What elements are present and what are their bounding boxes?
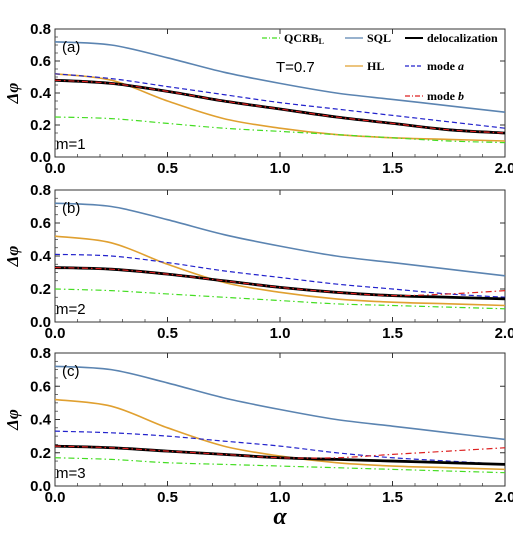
x-tick-label: 0.5 bbox=[157, 160, 178, 177]
y-tick-label: 0.4 bbox=[30, 85, 52, 102]
series-line-mode-b bbox=[54, 266, 506, 297]
series-line-mode-b bbox=[54, 79, 506, 134]
y-tick-label: 0.0 bbox=[30, 149, 51, 166]
legend-label: mode b bbox=[427, 89, 464, 103]
y-axis-label: Δφ bbox=[3, 246, 22, 268]
series-line-qcrb bbox=[54, 116, 506, 144]
chart-panel-1: 0.0 0.2 0.4 0.6 0.8 0.0 0.5 1.0 1.5 2.0 Δφ (a) m=1 T=… bbox=[3, 21, 513, 177]
x-tick-label: 1.0 bbox=[270, 489, 291, 506]
series-line-mode-a bbox=[54, 73, 506, 129]
m-value-label: m=2 bbox=[56, 301, 86, 318]
x-tick-label: 2.0 bbox=[495, 489, 513, 506]
series-line-mode-b bbox=[54, 445, 506, 459]
chart-panel-2: 0.0 0.2 0.4 0.6 0.8 0.0 0.5 1.0 1.5 2.0 Δφ (b) m=2 bbox=[3, 182, 513, 342]
y-axis-label: Δφ bbox=[3, 83, 22, 105]
series-line-mode-a bbox=[54, 430, 506, 465]
series-line-hl bbox=[54, 398, 506, 471]
y-tick-label: 0.8 bbox=[30, 345, 51, 362]
legend-label: delocalization bbox=[427, 31, 498, 45]
series-line-sql bbox=[54, 365, 506, 441]
panel-label: (c) bbox=[62, 363, 80, 380]
legend-label: QCRBL bbox=[284, 31, 324, 46]
y-tick-label: 0.6 bbox=[30, 215, 51, 232]
series-line-mode-a bbox=[54, 253, 506, 298]
y-axis-label: Δφ bbox=[3, 409, 22, 431]
y-tick-label: 0.2 bbox=[30, 445, 51, 462]
series-line-qcrb bbox=[54, 457, 506, 474]
m-value-label: m=3 bbox=[56, 465, 86, 482]
temperature-annotation: T=0.7 bbox=[276, 59, 315, 76]
y-tick-label: 0.8 bbox=[30, 21, 51, 38]
legend-label: mode a bbox=[427, 59, 464, 73]
x-tick-label: 1.0 bbox=[270, 325, 291, 342]
y-tick-label: 0.2 bbox=[30, 117, 51, 134]
x-tick-label: 1.5 bbox=[382, 489, 403, 506]
legend-italic: a bbox=[458, 59, 464, 73]
y-tick-label: 0.4 bbox=[30, 412, 52, 429]
series-line-hl bbox=[54, 235, 506, 307]
chart-panel-3: 0.0 0.2 0.4 0.6 0.8 0.0 0.5 1.0 1.5 2.0 Δφ (c) m=3 α bbox=[3, 345, 513, 530]
y-tick-label: 0.0 bbox=[30, 314, 51, 331]
y-tick-label: 0.4 bbox=[30, 248, 52, 265]
y-tick-label: 0.6 bbox=[30, 378, 51, 395]
x-tick-label: 0.5 bbox=[157, 489, 178, 506]
x-tick-label: 0.0 bbox=[45, 489, 66, 506]
x-axis-label: α bbox=[273, 504, 287, 530]
series-line-sql bbox=[54, 202, 506, 277]
legend-label: SQL bbox=[367, 31, 391, 45]
x-tick-label: 1.5 bbox=[382, 160, 403, 177]
legend-italic: b bbox=[458, 89, 464, 103]
x-tick-label: 1.5 bbox=[382, 325, 403, 342]
legend-subscript: L bbox=[319, 37, 324, 46]
x-tick-label: 2.0 bbox=[495, 160, 513, 177]
x-tick-label: 0.0 bbox=[45, 160, 66, 177]
legend-label: HL bbox=[367, 59, 384, 73]
x-tick-label: 0.5 bbox=[157, 325, 178, 342]
series-line-qcrb bbox=[54, 288, 506, 310]
y-tick-label: 0.2 bbox=[30, 281, 51, 298]
y-tick-label: 0.6 bbox=[30, 53, 51, 70]
panel-label: (b) bbox=[62, 200, 80, 217]
series-line-sql bbox=[54, 41, 506, 113]
legend: QCRBL SQL delocalization HL mode a mode b bbox=[262, 31, 498, 103]
x-tick-label: 0.0 bbox=[45, 325, 66, 342]
panel-label: (a) bbox=[62, 39, 80, 56]
m-value-label: m=1 bbox=[56, 136, 86, 153]
x-tick-label: 2.0 bbox=[495, 325, 513, 342]
plot-frame bbox=[54, 189, 506, 323]
x-tick-label: 1.0 bbox=[270, 160, 291, 177]
y-tick-label: 0.0 bbox=[30, 478, 51, 495]
y-tick-label: 0.8 bbox=[30, 182, 51, 199]
